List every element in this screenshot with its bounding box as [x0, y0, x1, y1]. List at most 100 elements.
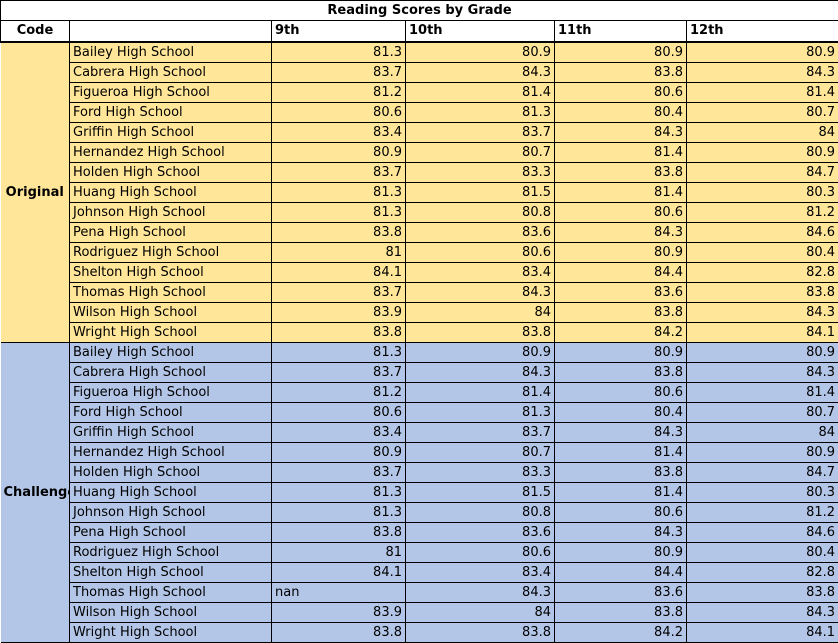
school-name-cell[interactable]: Figueroa High School — [70, 382, 272, 402]
score-cell-11th[interactable]: 83.8 — [555, 162, 687, 182]
score-cell-10th[interactable]: 83.8 — [406, 622, 555, 642]
score-cell-12th[interactable]: 80.4 — [687, 542, 838, 562]
score-cell-12th[interactable]: 84.3 — [687, 62, 838, 82]
score-cell-10th[interactable]: 81.3 — [406, 402, 555, 422]
score-cell-11th[interactable]: 80.4 — [555, 102, 687, 122]
score-cell-10th[interactable]: 84 — [406, 602, 555, 622]
score-cell-11th[interactable]: 84.3 — [555, 422, 687, 442]
score-cell-12th[interactable]: 80.7 — [687, 102, 838, 122]
school-name-cell[interactable]: Johnson High School — [70, 502, 272, 522]
score-cell-12th[interactable]: 84.3 — [687, 362, 838, 382]
school-name-cell[interactable]: Pena High School — [70, 222, 272, 242]
school-name-cell[interactable]: Rodriguez High School — [70, 242, 272, 262]
school-name-cell[interactable]: Thomas High School — [70, 582, 272, 602]
score-cell-12th[interactable]: 80.3 — [687, 482, 838, 502]
score-cell-11th[interactable]: 80.9 — [555, 542, 687, 562]
score-cell-9th[interactable]: 83.9 — [272, 602, 406, 622]
score-cell-11th[interactable]: 80.4 — [555, 402, 687, 422]
school-name-cell[interactable]: Ford High School — [70, 402, 272, 422]
score-cell-11th[interactable]: 80.6 — [555, 82, 687, 102]
score-cell-12th[interactable]: 80.9 — [687, 342, 838, 362]
score-cell-12th[interactable]: 82.8 — [687, 262, 838, 282]
score-cell-9th[interactable]: 81.3 — [272, 202, 406, 222]
school-name-cell[interactable]: Bailey High School — [70, 42, 272, 63]
score-cell-9th[interactable]: 83.8 — [272, 622, 406, 642]
score-cell-10th[interactable]: 80.7 — [406, 142, 555, 162]
school-name-cell[interactable]: Rodriguez High School — [70, 542, 272, 562]
score-cell-11th[interactable]: 83.6 — [555, 582, 687, 602]
score-cell-11th[interactable]: 80.6 — [555, 202, 687, 222]
score-cell-11th[interactable]: 81.4 — [555, 482, 687, 502]
school-name-cell[interactable]: Huang High School — [70, 182, 272, 202]
score-cell-9th[interactable]: 84.1 — [272, 262, 406, 282]
score-cell-9th[interactable]: 80.9 — [272, 442, 406, 462]
score-cell-10th[interactable]: 84.3 — [406, 282, 555, 302]
score-cell-11th[interactable]: 83.8 — [555, 302, 687, 322]
header-school[interactable] — [70, 21, 272, 42]
score-cell-10th[interactable]: 84.3 — [406, 362, 555, 382]
score-cell-11th[interactable]: 83.8 — [555, 62, 687, 82]
score-cell-9th[interactable]: 83.7 — [272, 282, 406, 302]
score-cell-9th[interactable]: 81.3 — [272, 42, 406, 63]
score-cell-9th[interactable]: 83.9 — [272, 302, 406, 322]
score-cell-11th[interactable]: 84.2 — [555, 622, 687, 642]
score-cell-9th[interactable]: 84.1 — [272, 562, 406, 582]
score-cell-11th[interactable]: 83.8 — [555, 362, 687, 382]
score-cell-9th[interactable]: nan — [272, 582, 406, 602]
score-cell-10th[interactable]: 81.5 — [406, 182, 555, 202]
score-cell-11th[interactable]: 81.4 — [555, 442, 687, 462]
school-name-cell[interactable]: Holden High School — [70, 462, 272, 482]
score-cell-11th[interactable]: 84.3 — [555, 122, 687, 142]
score-cell-11th[interactable]: 84.4 — [555, 262, 687, 282]
score-cell-9th[interactable]: 81.3 — [272, 182, 406, 202]
school-name-cell[interactable]: Cabrera High School — [70, 362, 272, 382]
score-cell-9th[interactable]: 81.3 — [272, 502, 406, 522]
score-cell-11th[interactable]: 80.9 — [555, 42, 687, 63]
score-cell-9th[interactable]: 81.2 — [272, 82, 406, 102]
score-cell-9th[interactable]: 83.4 — [272, 122, 406, 142]
score-cell-9th[interactable]: 80.9 — [272, 142, 406, 162]
school-name-cell[interactable]: Figueroa High School — [70, 82, 272, 102]
score-cell-12th[interactable]: 84.7 — [687, 462, 838, 482]
score-cell-10th[interactable]: 83.6 — [406, 522, 555, 542]
score-cell-12th[interactable]: 84.1 — [687, 322, 838, 342]
score-cell-12th[interactable]: 84.6 — [687, 522, 838, 542]
score-cell-9th[interactable]: 83.7 — [272, 462, 406, 482]
school-name-cell[interactable]: Wright High School — [70, 622, 272, 642]
score-cell-9th[interactable]: 83.4 — [272, 422, 406, 442]
score-cell-12th[interactable]: 80.7 — [687, 402, 838, 422]
school-name-cell[interactable]: Bailey High School — [70, 342, 272, 362]
score-cell-12th[interactable]: 83.8 — [687, 282, 838, 302]
score-cell-9th[interactable]: 81.2 — [272, 382, 406, 402]
score-cell-12th[interactable]: 80.9 — [687, 42, 838, 63]
school-name-cell[interactable]: Pena High School — [70, 522, 272, 542]
score-cell-12th[interactable]: 84 — [687, 122, 838, 142]
score-cell-12th[interactable]: 82.8 — [687, 562, 838, 582]
score-cell-12th[interactable]: 81.2 — [687, 502, 838, 522]
score-cell-9th[interactable]: 83.7 — [272, 62, 406, 82]
score-cell-10th[interactable]: 83.7 — [406, 422, 555, 442]
score-cell-10th[interactable]: 80.6 — [406, 242, 555, 262]
score-cell-10th[interactable]: 83.4 — [406, 562, 555, 582]
school-name-cell[interactable]: Hernandez High School — [70, 142, 272, 162]
score-cell-10th[interactable]: 80.8 — [406, 202, 555, 222]
score-cell-12th[interactable]: 84.6 — [687, 222, 838, 242]
score-cell-11th[interactable]: 81.4 — [555, 142, 687, 162]
score-cell-9th[interactable]: 83.8 — [272, 222, 406, 242]
header-12th[interactable]: 12th — [687, 21, 838, 42]
header-11th[interactable]: 11th — [555, 21, 687, 42]
score-cell-10th[interactable]: 83.3 — [406, 462, 555, 482]
group-label-original[interactable]: Original — [1, 42, 70, 343]
score-cell-10th[interactable]: 81.4 — [406, 382, 555, 402]
score-cell-10th[interactable]: 83.4 — [406, 262, 555, 282]
score-cell-11th[interactable]: 83.8 — [555, 602, 687, 622]
header-code[interactable]: Code — [1, 21, 70, 42]
score-cell-11th[interactable]: 84.4 — [555, 562, 687, 582]
school-name-cell[interactable]: Ford High School — [70, 102, 272, 122]
score-cell-12th[interactable]: 84.3 — [687, 302, 838, 322]
score-cell-11th[interactable]: 84.2 — [555, 322, 687, 342]
score-cell-10th[interactable]: 84.3 — [406, 582, 555, 602]
school-name-cell[interactable]: Shelton High School — [70, 562, 272, 582]
score-cell-12th[interactable]: 81.4 — [687, 82, 838, 102]
score-cell-9th[interactable]: 81.3 — [272, 482, 406, 502]
